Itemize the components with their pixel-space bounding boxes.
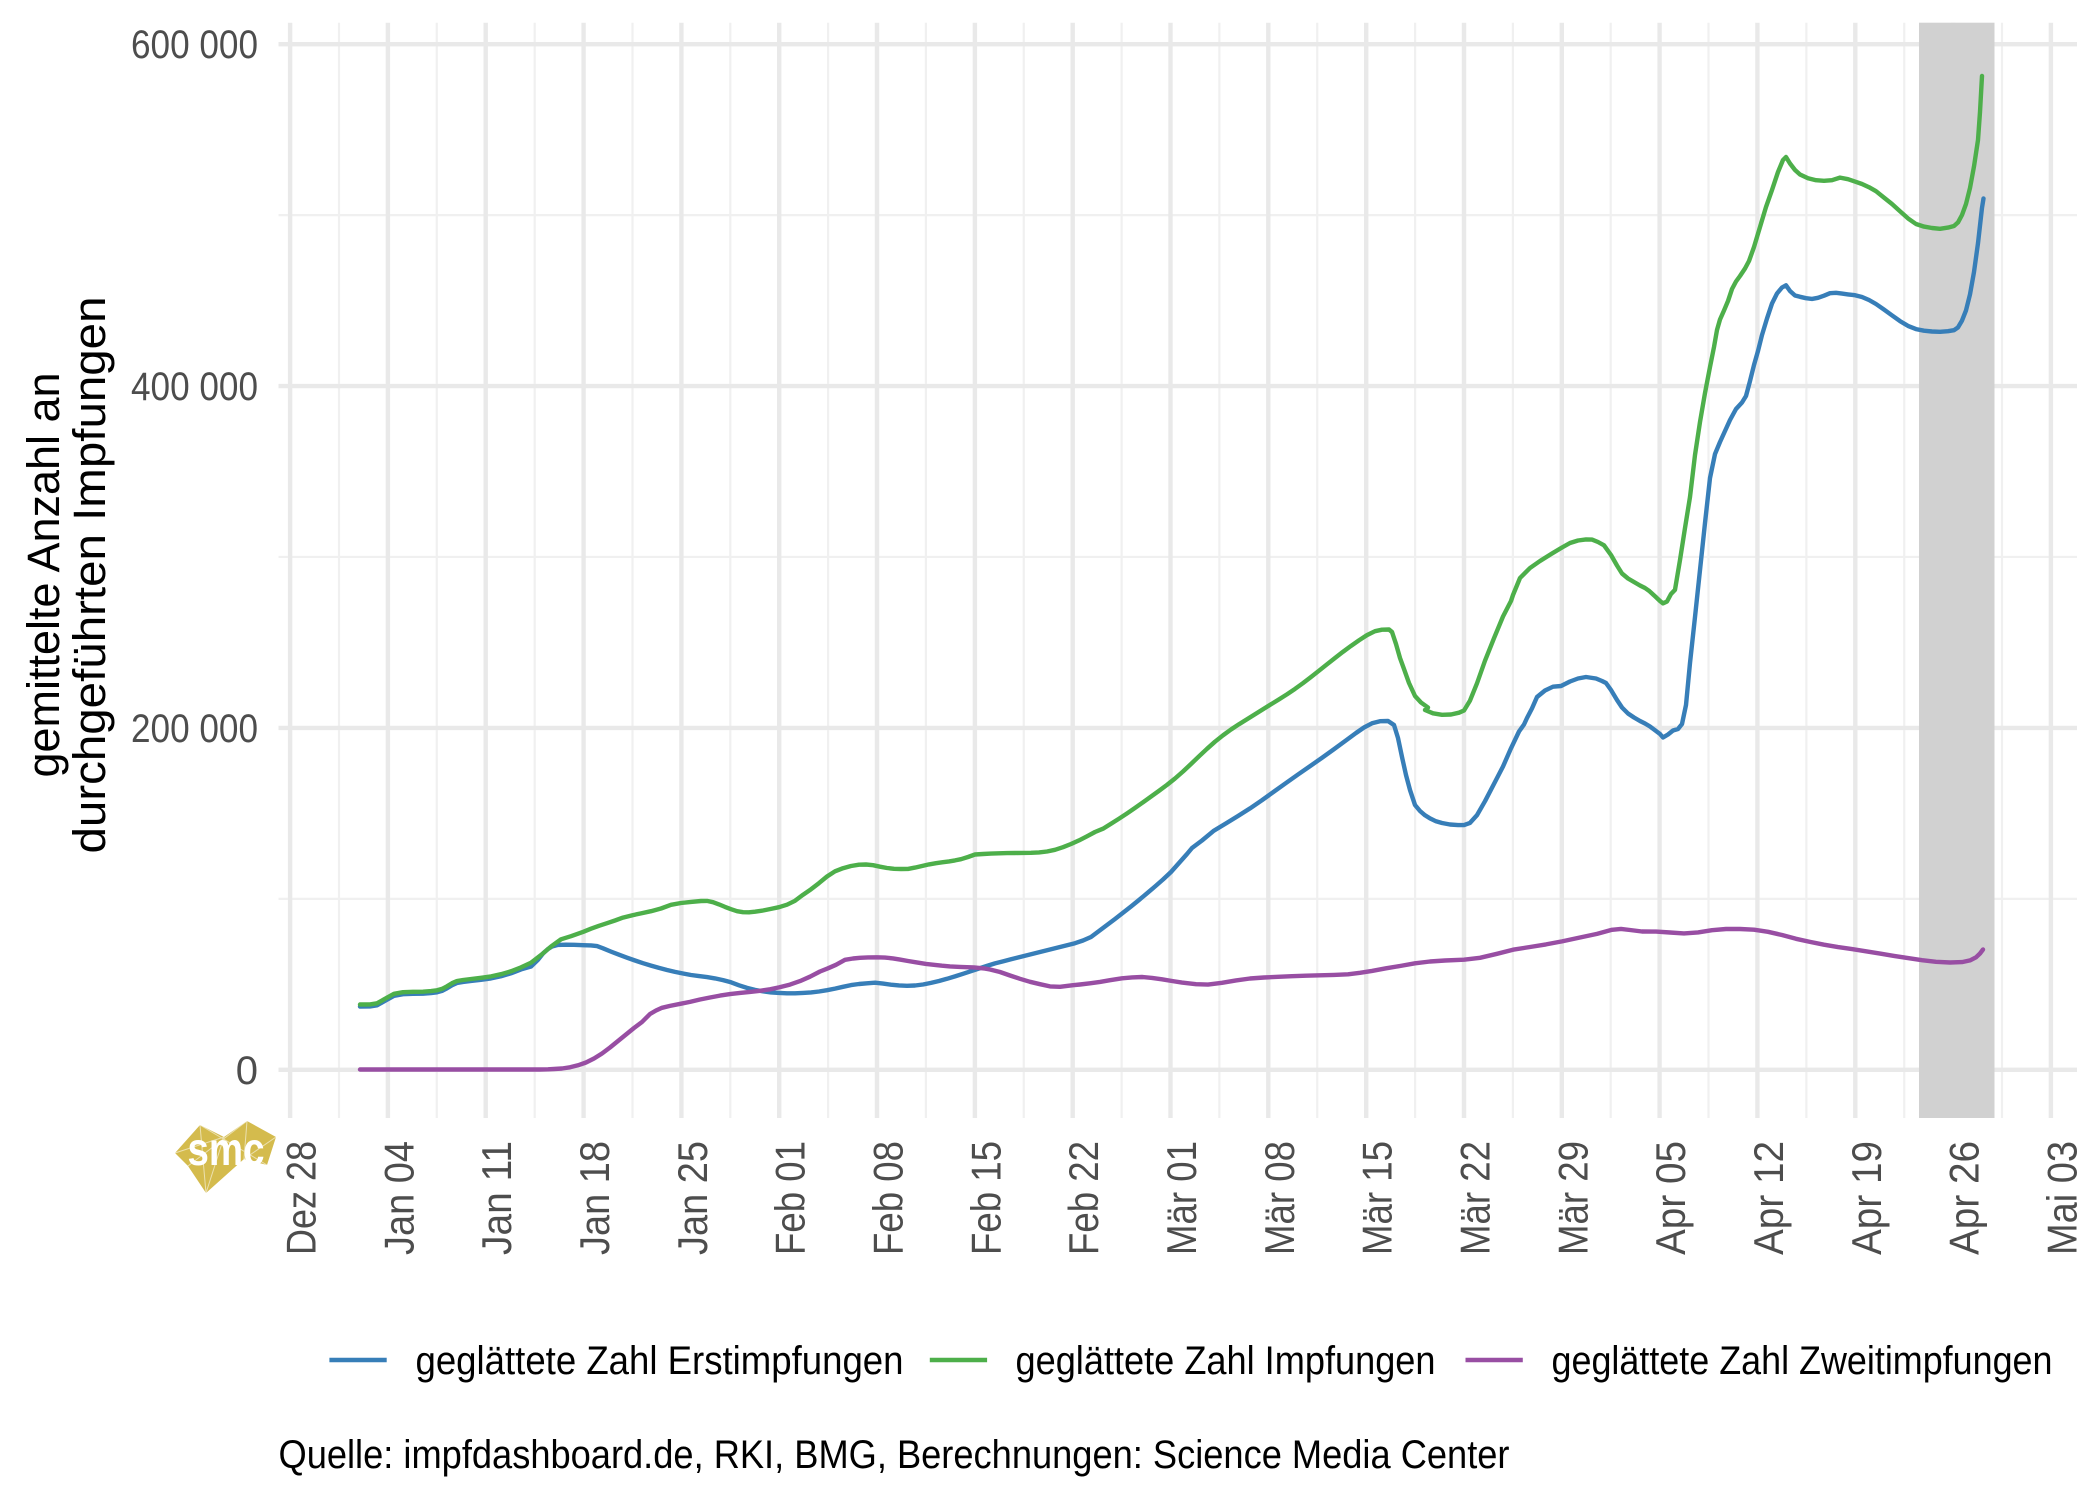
svg-text:Feb 01: Feb 01	[767, 1141, 814, 1255]
svg-text:Feb 08: Feb 08	[865, 1141, 912, 1255]
svg-text:Apr 19: Apr 19	[1843, 1141, 1890, 1255]
svg-text:Dez 28: Dez 28	[278, 1141, 325, 1255]
svg-text:durchgeführten Impfungen: durchgeführten Impfungen	[64, 297, 115, 854]
svg-text:Apr 26: Apr 26	[1941, 1141, 1988, 1255]
svg-text:Feb 15: Feb 15	[962, 1141, 1009, 1255]
svg-text:geglättete Zahl Impfungen: geglättete Zahl Impfungen	[1016, 1339, 1436, 1383]
svg-text:geglättete Zahl Zweitimpfungen: geglättete Zahl Zweitimpfungen	[1552, 1339, 2053, 1383]
svg-text:0: 0	[236, 1049, 258, 1093]
svg-text:Quelle: impfdashboard.de, RKI,: Quelle: impfdashboard.de, RKI, BMG, Bere…	[279, 1433, 1510, 1477]
svg-text:Apr 12: Apr 12	[1745, 1141, 1792, 1255]
svg-text:Mär 08: Mär 08	[1256, 1141, 1303, 1255]
svg-text:Jan 04: Jan 04	[375, 1141, 422, 1255]
svg-text:Mär 01: Mär 01	[1158, 1141, 1205, 1255]
svg-text:200 000: 200 000	[131, 707, 258, 751]
svg-text:Mär 29: Mär 29	[1549, 1141, 1596, 1255]
svg-text:Mai 03: Mai 03	[2038, 1141, 2085, 1255]
svg-text:Apr 05: Apr 05	[1647, 1141, 1694, 1255]
svg-text:geglättete Zahl Erstimpfungen: geglättete Zahl Erstimpfungen	[416, 1339, 904, 1383]
svg-text:Jan 25: Jan 25	[669, 1141, 716, 1255]
svg-text:Mär 15: Mär 15	[1354, 1141, 1401, 1255]
svg-text:400 000: 400 000	[131, 365, 258, 409]
svg-text:gemittelte Anzahl an: gemittelte Anzahl an	[18, 373, 69, 778]
svg-text:Feb 22: Feb 22	[1060, 1141, 1107, 1255]
svg-text:smc: smc	[188, 1123, 265, 1175]
svg-text:Mär 22: Mär 22	[1452, 1141, 1499, 1255]
svg-text:Jan 11: Jan 11	[473, 1141, 520, 1255]
svg-text:600 000: 600 000	[131, 23, 258, 67]
svg-text:Jan 18: Jan 18	[571, 1141, 618, 1255]
